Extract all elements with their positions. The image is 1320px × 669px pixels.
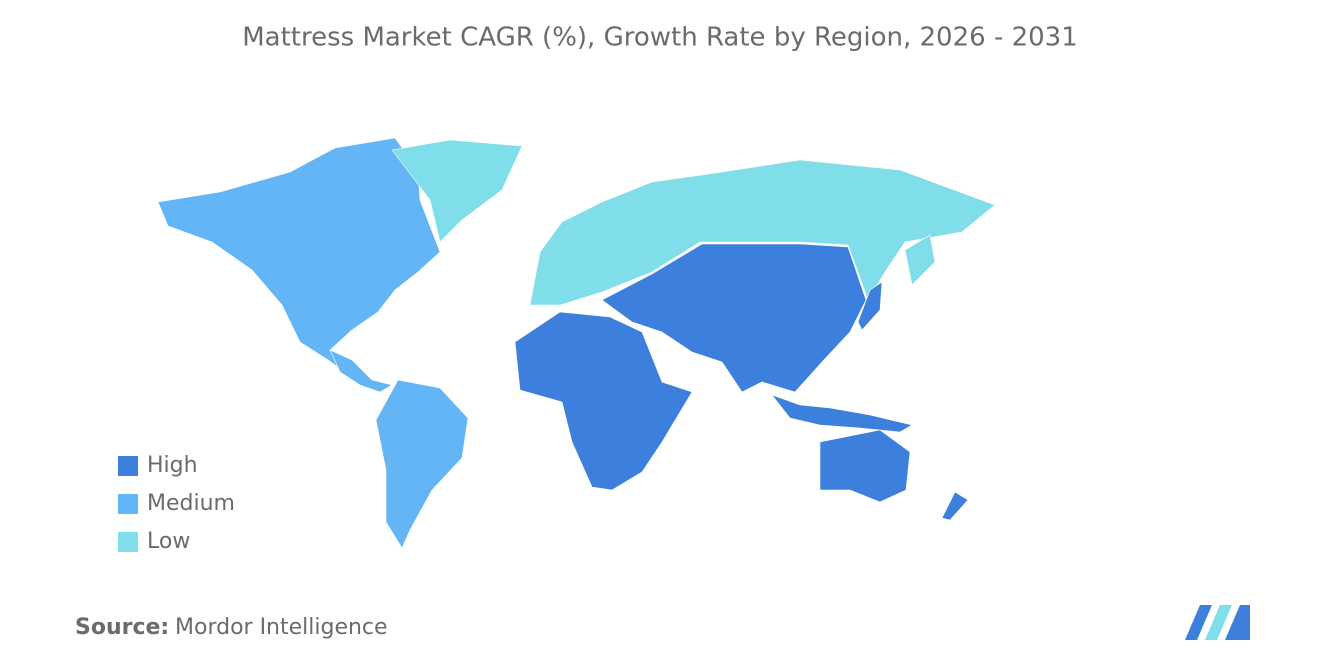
central-america	[329, 349, 393, 393]
south-america	[375, 379, 469, 549]
australia	[819, 429, 911, 503]
legend-label: Medium	[147, 491, 235, 516]
legend-label: Low	[147, 529, 190, 554]
legend-label: High	[147, 453, 198, 478]
japan	[857, 281, 883, 331]
legend: High Medium Low	[118, 453, 235, 554]
legend-swatch	[118, 494, 138, 514]
title: Mattress Market CAGR (%), Growth Rate by…	[242, 23, 1078, 53]
world-map	[157, 137, 996, 549]
legend-swatch	[118, 532, 138, 552]
greenland	[391, 139, 523, 243]
africa	[514, 311, 693, 491]
north-america	[157, 137, 441, 373]
logo	[1185, 605, 1250, 640]
kamchatka	[904, 234, 936, 286]
europe-russia	[529, 159, 996, 306]
new-zealand	[941, 491, 969, 521]
se-asia-islands	[771, 394, 913, 433]
legend-swatch	[118, 456, 138, 476]
source-text: Mordor Intelligence	[175, 615, 388, 640]
source-label: Source:	[75, 615, 169, 640]
asia	[601, 243, 867, 393]
